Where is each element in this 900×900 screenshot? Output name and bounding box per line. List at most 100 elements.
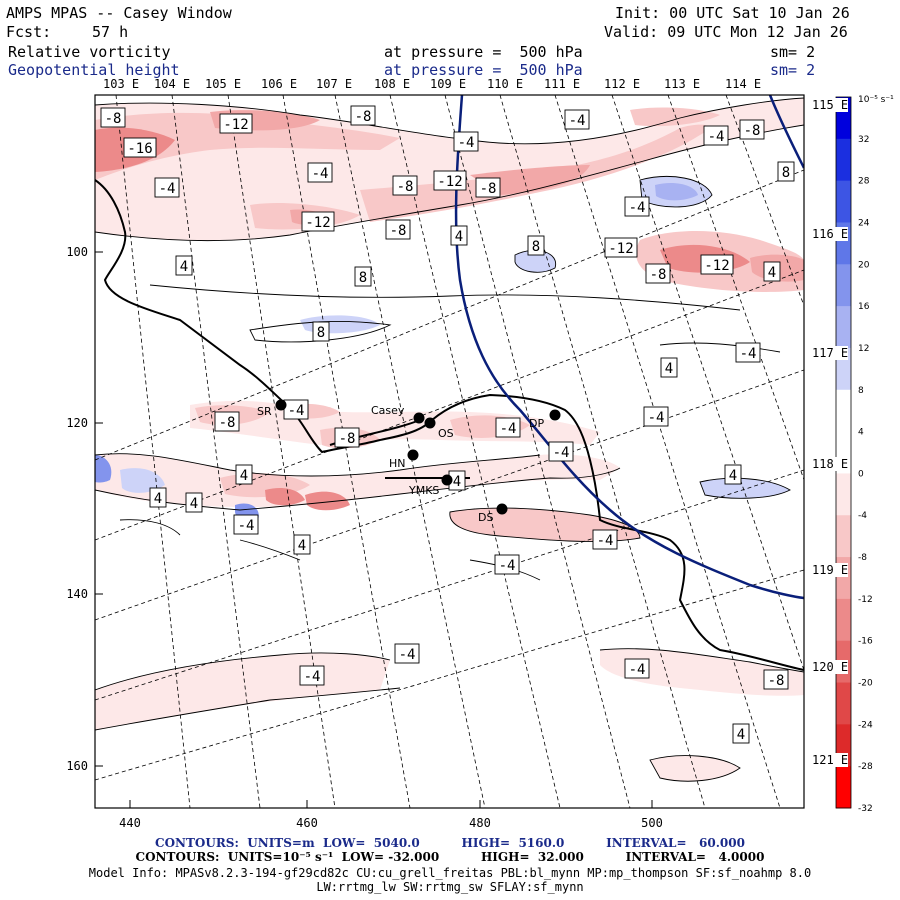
latitude-label: 119 E <box>812 563 849 577</box>
contour-label: 8 <box>777 161 795 182</box>
graticule <box>95 95 804 808</box>
svg-text:-4: -4 <box>499 558 516 574</box>
latitude-label: 118 E <box>812 457 849 471</box>
contour-label: -8 <box>739 119 765 140</box>
contour-label: -8 <box>214 411 240 432</box>
field2-name: Geopotential height <box>8 61 180 79</box>
svg-text:-4: -4 <box>238 518 255 534</box>
map-title: AMPS MPAS -- Casey Window <box>6 4 232 22</box>
station-os: OS <box>424 417 454 440</box>
field1-smoothing: sm= 2 <box>770 43 816 61</box>
svg-text:4: 4 <box>180 259 188 275</box>
contour-label: 4 <box>175 255 193 276</box>
colorbar: 32 28 24 20 16 12 8 4 0 -4 -8 -12 -16 -20 -24 -28 -32 <box>835 96 873 814</box>
svg-text:DS: DS <box>478 511 493 524</box>
svg-text:-4: -4 <box>597 533 614 549</box>
svg-text:-12: -12 <box>305 215 330 231</box>
x-tick-label: 500 <box>641 816 663 830</box>
longitude-label: 106 E <box>261 77 298 91</box>
colorbar-label: 4 <box>858 428 864 438</box>
x-tick-label: 480 <box>469 816 491 830</box>
svg-text:8: 8 <box>317 325 325 341</box>
longitude-label: 108 E <box>374 77 411 91</box>
svg-text:-12: -12 <box>608 241 633 257</box>
svg-text:-8: -8 <box>390 223 407 239</box>
colorbar-label: -32 <box>858 804 873 814</box>
colorbar-frame <box>835 96 852 809</box>
station-ds: DS <box>478 503 508 524</box>
longitude-label: 107 E <box>316 77 353 91</box>
plot-frame <box>94 94 805 809</box>
svg-text:8: 8 <box>359 270 367 286</box>
contour-label: -8 <box>100 107 126 128</box>
longitude-label: 113 E <box>664 77 701 91</box>
svg-text:-4: -4 <box>159 181 176 197</box>
svg-text:-8: -8 <box>105 111 122 127</box>
svg-text:YMKS: YMKS <box>408 484 439 497</box>
contour-label: -4 <box>283 399 309 420</box>
svg-text:-12: -12 <box>223 117 248 133</box>
contour-label: -4 <box>233 514 259 535</box>
svg-text:4: 4 <box>298 538 306 554</box>
contour-label: 4 <box>149 487 167 508</box>
svg-text:Casey: Casey <box>371 404 405 417</box>
contour-label: -4 <box>299 665 325 686</box>
contour-label: -12 <box>433 170 467 191</box>
svg-text:HN: HN <box>389 457 406 470</box>
colorbar-label: 28 <box>858 177 870 187</box>
svg-text:-8: -8 <box>650 267 667 283</box>
svg-text:-4: -4 <box>458 135 475 151</box>
longitude-label: 110 E <box>487 77 524 91</box>
y-tick-label: 160 <box>66 759 88 773</box>
svg-text:-4: -4 <box>708 129 725 145</box>
contour-label: 4 <box>732 723 750 744</box>
svg-text:OS: OS <box>438 427 454 440</box>
svg-text:-8: -8 <box>219 415 236 431</box>
colorbar-label: -24 <box>858 720 873 730</box>
svg-text:4: 4 <box>455 229 463 245</box>
contour-label: -8 <box>645 263 671 284</box>
colorbar-swatch <box>836 389 851 433</box>
contour-label: 4 <box>293 534 311 555</box>
colorbar-swatch <box>836 682 851 725</box>
init-time: Init: 00 UTC Sat 10 Jan 26 <box>615 4 850 22</box>
latitude-label: 117 E <box>812 346 849 360</box>
contour-label: -8 <box>475 177 501 198</box>
footer-model-info-2: LW:rrtmg_lw SW:rrtmg_sw SFLAY:sf_mynn <box>316 880 584 894</box>
contour-label: -8 <box>350 105 376 126</box>
contour-label: 4 <box>660 357 678 378</box>
svg-text:-4: -4 <box>312 166 329 182</box>
longitude-label: 105 E <box>205 77 242 91</box>
contour-labels: -8 -12 -16 -4 -8 -4 -4 -4 -8 -4 -8 -12 -8 8 -4 -12 -8 4 8 -… <box>100 105 795 744</box>
svg-text:-8: -8 <box>397 179 414 195</box>
svg-text:8: 8 <box>532 239 540 255</box>
colorbar-label: -4 <box>858 511 867 521</box>
station-casey: Casey <box>371 404 425 424</box>
x-axis: 440 460 480 500 <box>119 800 663 830</box>
colorbar-swatch <box>836 515 851 558</box>
colorbar-label: 12 <box>858 344 869 354</box>
footer-model-info: Model Info: MPASv8.2.3-194-gf29cd82c CU:… <box>88 866 812 880</box>
svg-text:-4: -4 <box>500 421 517 437</box>
y-axis: 100 120 140 160 <box>66 245 103 773</box>
contour-label: -8 <box>763 669 789 690</box>
colorbar-swatch <box>836 473 851 516</box>
svg-text:4: 4 <box>190 496 198 512</box>
colorbar-swatch <box>836 598 851 642</box>
svg-text:-4: -4 <box>553 445 570 461</box>
svg-text:-8: -8 <box>480 181 497 197</box>
svg-text:-4: -4 <box>648 410 665 426</box>
y-tick-label: 140 <box>66 587 88 601</box>
svg-text:4: 4 <box>729 468 737 484</box>
contour-label: -8 <box>334 427 360 448</box>
svg-text:-4: -4 <box>629 662 646 678</box>
svg-text:SR: SR <box>257 405 272 418</box>
station-hn: HN <box>389 449 419 470</box>
forecast-label: Fcst: <box>6 23 52 41</box>
latitude-label: 115 E <box>812 98 849 112</box>
contour-label: 4 <box>724 464 742 485</box>
contour-label: 4 <box>185 492 203 513</box>
colorbar-label: 8 <box>858 386 864 396</box>
colorbar-label: 20 <box>858 260 870 270</box>
